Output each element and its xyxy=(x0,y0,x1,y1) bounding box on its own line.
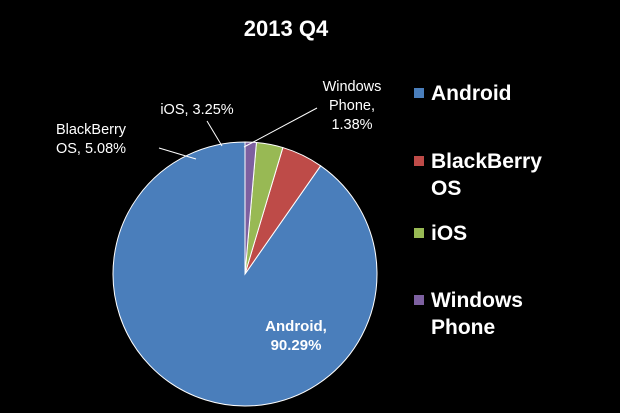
leader-line-windows-phone xyxy=(243,107,318,148)
legend-label-ios: iOS xyxy=(431,222,467,245)
legend-swatch-android xyxy=(414,88,424,98)
data-label-ios: iOS, 3.25% xyxy=(160,102,233,118)
leader-line-ios xyxy=(206,120,223,147)
data-label-windows-phone: Windows Phone, 1.38% xyxy=(323,79,382,133)
legend-item-android: Android xyxy=(414,82,511,105)
legend-swatch-windows-phone xyxy=(414,295,424,305)
legend-item-ios: iOS xyxy=(414,222,467,245)
pie-slices xyxy=(112,141,378,407)
legend-item-windows-phone: Windows Phone xyxy=(414,289,523,339)
legend-label-android: Android xyxy=(431,82,511,105)
legend-label-windows-phone: Windows Phone xyxy=(431,289,523,339)
legend-swatch-ios xyxy=(414,228,424,238)
legend-label-blackberry-os: BlackBerry OS xyxy=(431,150,542,200)
chart-title: 2013 Q4 xyxy=(244,16,329,41)
data-label-android: Android, 90.29% xyxy=(265,318,327,354)
data-label-blackberry-os: BlackBerry OS, 5.08% xyxy=(56,122,127,157)
leader-line-blackberry-os xyxy=(158,147,197,160)
legend-swatch-blackberry-os xyxy=(414,156,424,166)
legend-item-blackberry-os: BlackBerry OS xyxy=(414,150,542,200)
slice-labels: Android, 90.29% BlackBerry OS, 5.08% iOS, 3.… xyxy=(56,79,381,354)
pie-slice-windows-phone xyxy=(244,141,257,275)
legend: Android BlackBerry OS iOS Windows Phone xyxy=(414,82,542,339)
